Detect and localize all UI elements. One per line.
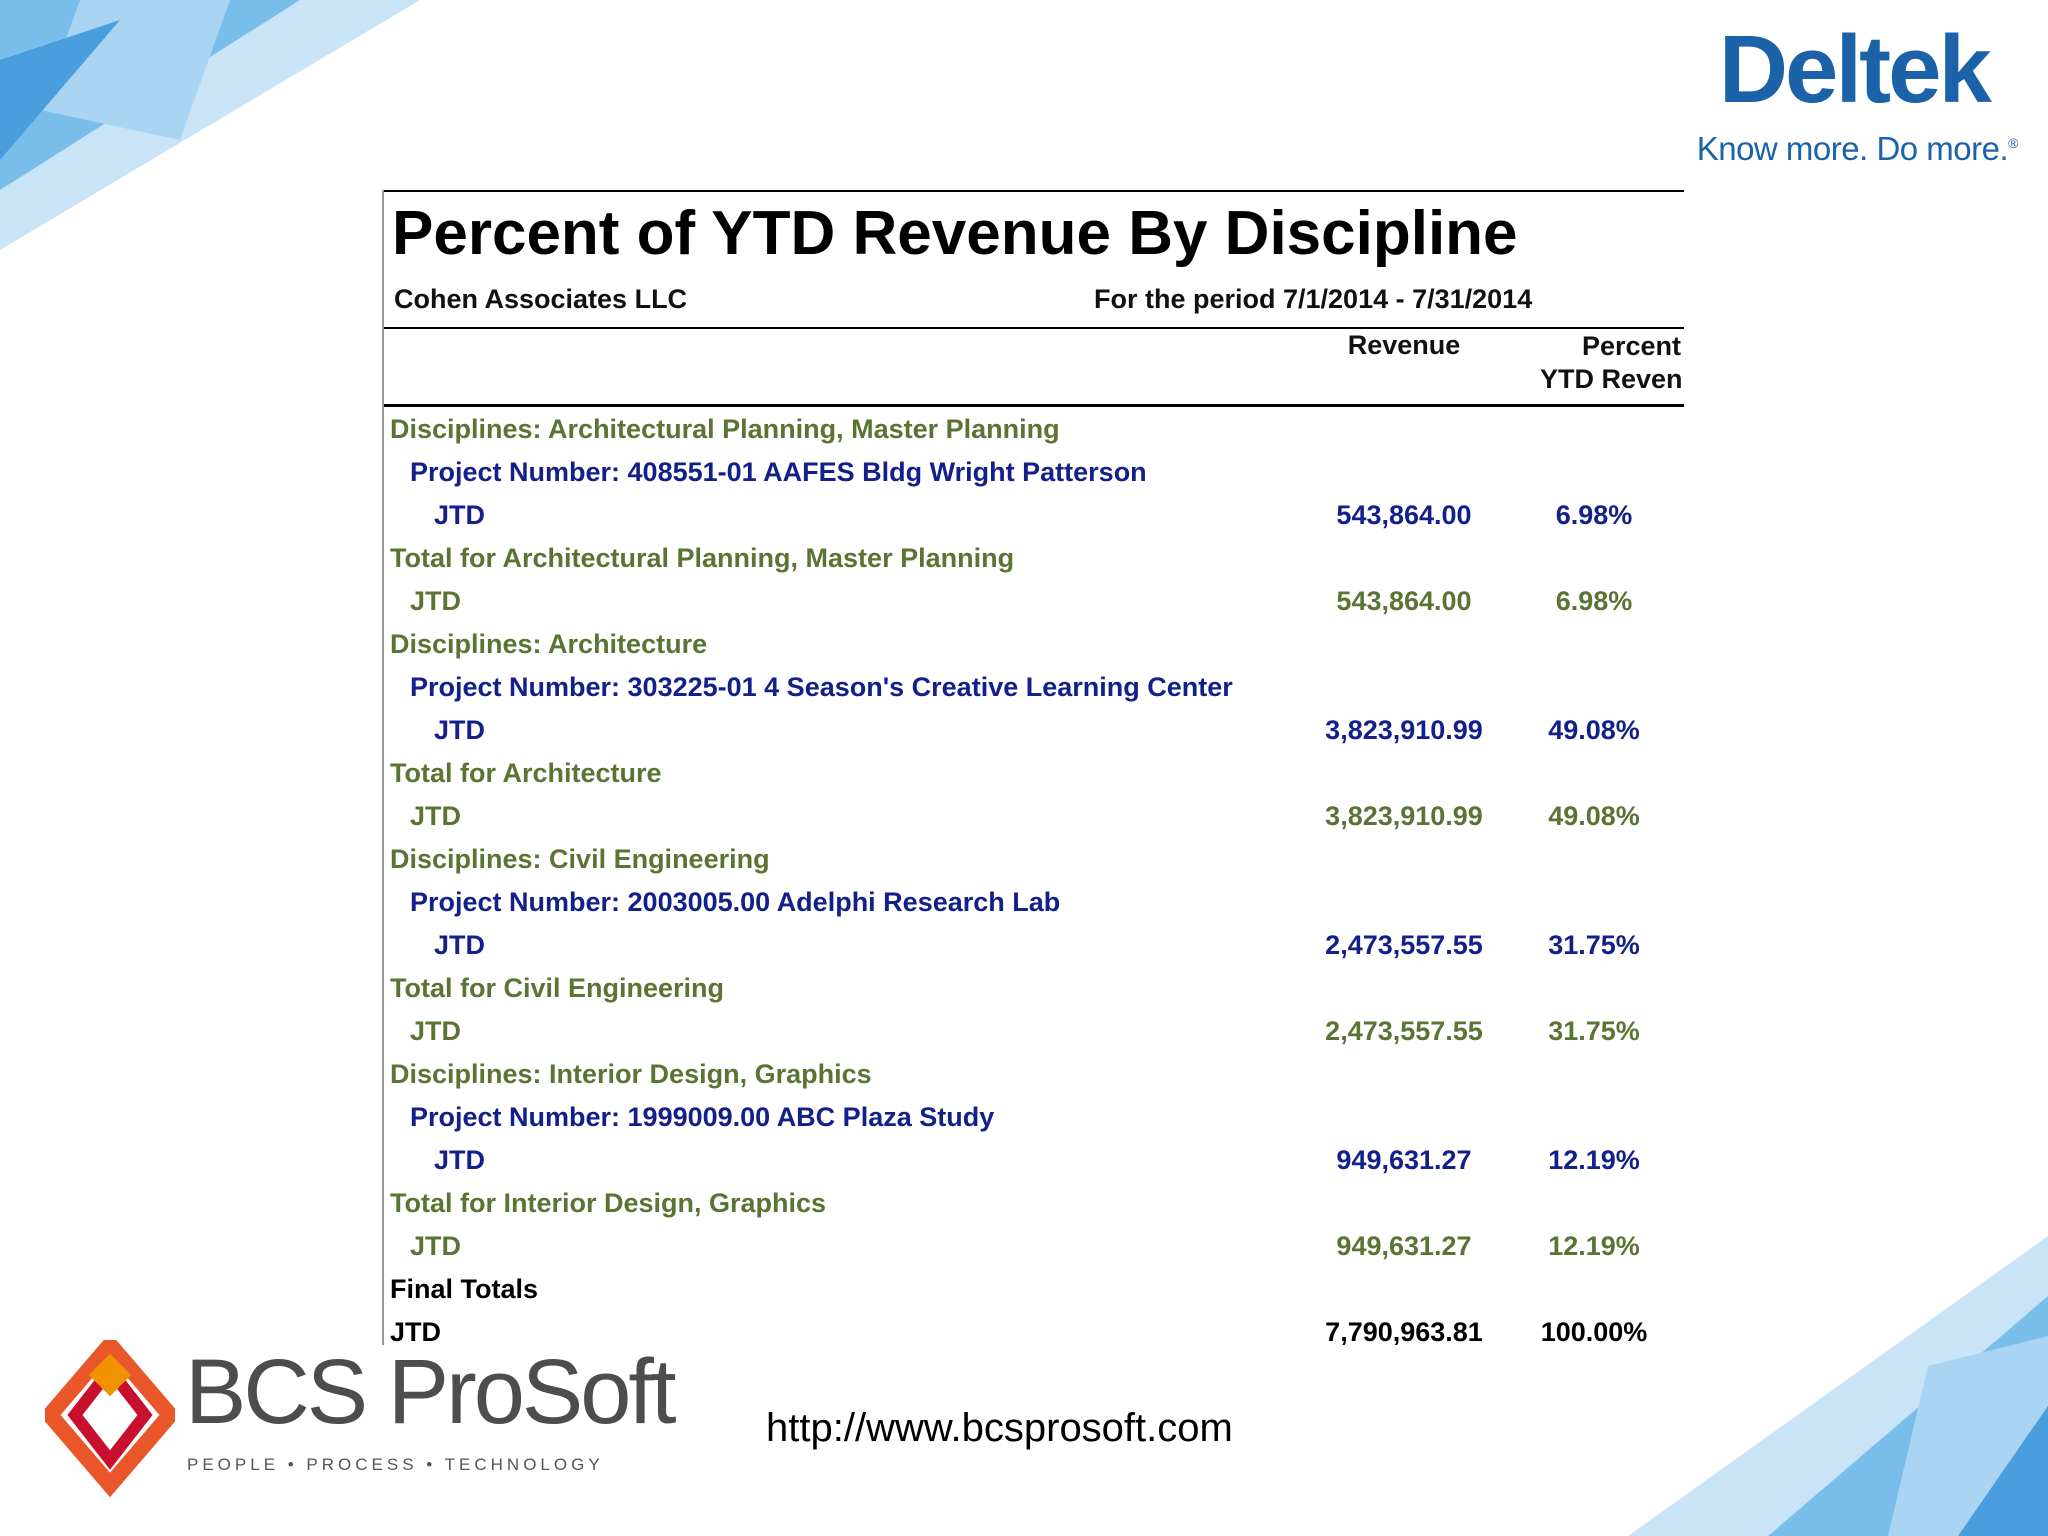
- header-rule: [384, 327, 1684, 329]
- bcs-prosoft-logo: BCS ProSoft PEOPLE • PROCESS • TECHNOLOG…: [45, 1340, 677, 1510]
- row-revenue: 543,864.00: [1336, 500, 1472, 530]
- top-left-decoration: [0, 0, 420, 250]
- report-row-jtd-total: JTD 543,864.00 6.98%: [384, 580, 1684, 623]
- row-label: Disciplines: Architecture: [390, 629, 708, 659]
- report-row-jtd-proj: JTD 949,631.27 12.19%: [384, 1139, 1684, 1182]
- report-row-discipline: Disciplines: Civil Engineering: [384, 838, 1684, 881]
- bcs-diamond-icon: [45, 1340, 175, 1498]
- row-label: JTD: [390, 1317, 442, 1345]
- row-revenue: 3,823,910.99: [1325, 801, 1483, 831]
- report-panel: Percent of YTD Revenue By Discipline Coh…: [382, 190, 1684, 1345]
- row-revenue: 3,823,910.99: [1325, 715, 1483, 745]
- deltek-tagline-text: Know more. Do more.: [1696, 130, 2009, 167]
- row-percent: 12.19%: [1548, 1231, 1640, 1261]
- report-row-project: Project Number: 408551-01 AAFES Bldg Wri…: [384, 451, 1684, 494]
- row-label: JTD: [434, 715, 486, 745]
- row-percent: 6.98%: [1555, 586, 1633, 616]
- row-label: JTD: [434, 930, 486, 960]
- report-row-project: Project Number: 2003005.00 Adelphi Resea…: [384, 881, 1684, 924]
- row-label: JTD: [434, 1145, 486, 1175]
- row-label: JTD: [410, 801, 462, 831]
- deltek-logo: Deltek Know more. Do more.®: [1696, 16, 2019, 168]
- row-label: Project Number: 303225-01 4 Season's Cre…: [410, 672, 1233, 702]
- row-label: Project Number: 1999009.00 ABC Plaza Stu…: [410, 1102, 995, 1132]
- report-row-total: Total for Architectural Planning, Master…: [384, 537, 1684, 580]
- row-revenue: 7,790,963.81: [1325, 1317, 1483, 1345]
- row-label: Total for Architecture: [390, 758, 662, 788]
- row-percent: 6.98%: [1555, 500, 1633, 530]
- report-row-jtd-total: JTD 3,823,910.99 49.08%: [384, 795, 1684, 838]
- bcs-tagline: PEOPLE • PROCESS • TECHNOLOGY: [187, 1455, 604, 1474]
- row-label: Total for Architectural Planning, Master…: [390, 543, 1015, 573]
- row-revenue: 2,473,557.55: [1325, 930, 1483, 960]
- report-row-total: Total for Civil Engineering: [384, 967, 1684, 1010]
- row-percent: 31.75%: [1548, 1016, 1640, 1046]
- row-label: Final Totals: [390, 1274, 539, 1304]
- report-row-jtd-total: JTD 949,631.27 12.19%: [384, 1225, 1684, 1268]
- report-row-final: Final Totals: [384, 1268, 1684, 1311]
- report-row-project: Project Number: 1999009.00 ABC Plaza Stu…: [384, 1096, 1684, 1139]
- report-row-total: Total for Interior Design, Graphics: [384, 1182, 1684, 1225]
- row-revenue: 949,631.27: [1336, 1145, 1472, 1175]
- report-top-rule: [384, 190, 1684, 192]
- row-percent: 12.19%: [1548, 1145, 1640, 1175]
- deltek-tagline: Know more. Do more.®: [1696, 130, 2019, 168]
- column-header-percent-line1: Percent of: [1581, 331, 1684, 361]
- report-row-jtd-proj: JTD 3,823,910.99 49.08%: [384, 709, 1684, 752]
- bottom-right-decoration: [1628, 1236, 2048, 1536]
- row-label: JTD: [410, 1016, 462, 1046]
- report-row-total: Total for Architecture: [384, 752, 1684, 795]
- column-header-percent: Percent of YTD Revenue: [1534, 330, 1684, 396]
- registered-mark: ®: [2008, 135, 2018, 151]
- row-label: Total for Civil Engineering: [390, 973, 725, 1003]
- row-label: JTD: [410, 1231, 462, 1261]
- row-percent: 31.75%: [1548, 930, 1640, 960]
- report-row-discipline: Disciplines: Architectural Planning, Mas…: [384, 408, 1684, 451]
- row-label: Disciplines: Architectural Planning, Mas…: [390, 414, 1060, 444]
- column-header-rule: [384, 404, 1684, 407]
- row-revenue: 2,473,557.55: [1325, 1016, 1483, 1046]
- website-url: http://www.bcsprosoft.com: [766, 1406, 1233, 1450]
- report-row-final-jtd: JTD 7,790,963.81 100.00%: [384, 1311, 1684, 1345]
- row-label: JTD: [410, 586, 462, 616]
- deltek-wordmark: Deltek: [1718, 16, 1992, 123]
- report-row-discipline: Disciplines: Architecture: [384, 623, 1684, 666]
- row-label: Disciplines: Civil Engineering: [390, 844, 770, 874]
- report-title: Percent of YTD Revenue By Discipline: [392, 199, 1518, 268]
- row-revenue: 543,864.00: [1336, 586, 1472, 616]
- report-row-discipline: Disciplines: Interior Design, Graphics: [384, 1053, 1684, 1096]
- row-revenue: 949,631.27: [1336, 1231, 1472, 1261]
- report-rows: Disciplines: Architectural Planning, Mas…: [384, 408, 1684, 1345]
- report-row-jtd-proj: JTD 543,864.00 6.98%: [384, 494, 1684, 537]
- row-label: JTD: [434, 500, 486, 530]
- bcs-wordmark: BCS ProSoft: [185, 1341, 677, 1443]
- report-row-jtd-proj: JTD 2,473,557.55 31.75%: [384, 924, 1684, 967]
- report-period: For the period 7/1/2014 - 7/31/2014: [1094, 284, 1533, 314]
- report-row-project: Project Number: 303225-01 4 Season's Cre…: [384, 666, 1684, 709]
- row-label: Disciplines: Interior Design, Graphics: [390, 1059, 872, 1089]
- column-header-revenue: Revenue: [1347, 330, 1461, 360]
- row-label: Project Number: 408551-01 AAFES Bldg Wri…: [410, 457, 1147, 487]
- row-percent: 49.08%: [1548, 715, 1640, 745]
- company-name: Cohen Associates LLC: [394, 284, 688, 314]
- row-label: Total for Interior Design, Graphics: [390, 1188, 827, 1218]
- row-percent: 100.00%: [1540, 1317, 1648, 1345]
- column-header-percent-line2: YTD Revenue: [1539, 364, 1684, 394]
- row-percent: 49.08%: [1548, 801, 1640, 831]
- report-row-jtd-total: JTD 2,473,557.55 31.75%: [384, 1010, 1684, 1053]
- row-label: Project Number: 2003005.00 Adelphi Resea…: [410, 887, 1061, 917]
